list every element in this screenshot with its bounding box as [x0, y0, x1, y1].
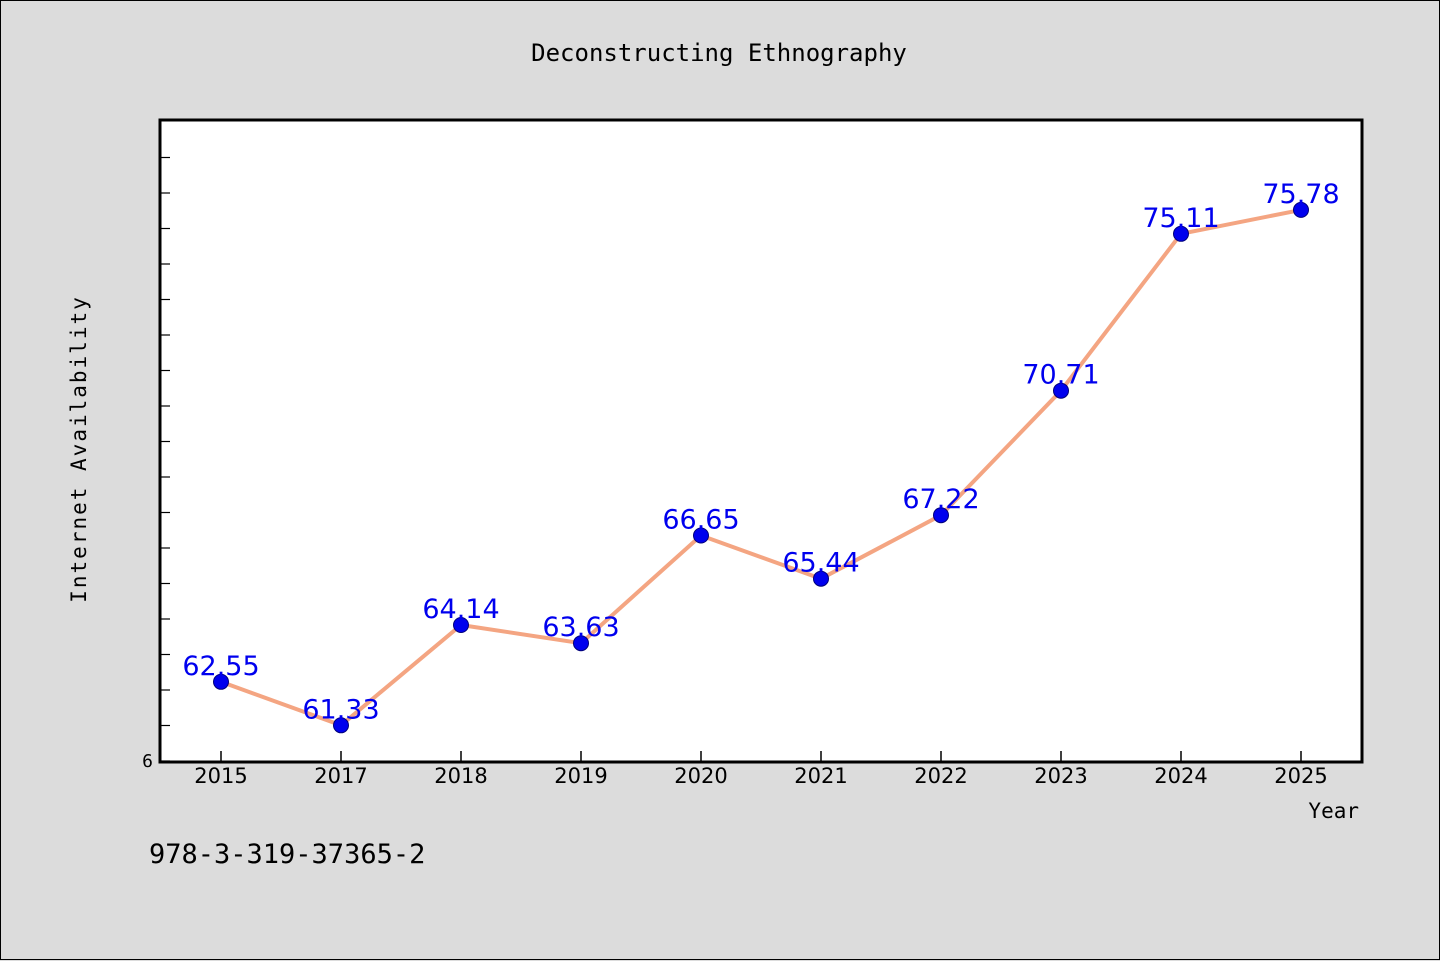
data-point: [1173, 225, 1189, 242]
x-axis-label: Year: [1308, 799, 1359, 823]
data-point: [573, 635, 589, 652]
x-tick-label: 2017: [314, 764, 367, 788]
isbn-footer: 978-3-319-37365-2: [149, 839, 425, 870]
x-tick-label: 2025: [1274, 764, 1327, 788]
data-point: [1293, 201, 1309, 218]
data-point: [1053, 382, 1069, 399]
x-tick-label: 2019: [554, 764, 607, 788]
data-label: 75.78: [1262, 179, 1339, 210]
data-label: 66.65: [662, 505, 739, 536]
x-tick-label: 2020: [674, 764, 727, 788]
data-point: [453, 617, 469, 633]
x-tick-label: 2018: [434, 764, 487, 788]
y-axis-ticks: 6: [142, 156, 170, 772]
data-labels: 62.55 61.33 64.14 63.63 66.65 65.44 67.22 70.71…: [182, 179, 1339, 725]
data-point: [693, 527, 709, 544]
data-point: [933, 507, 949, 524]
x-tick-label: 2021: [794, 764, 847, 788]
data-label: 65.44: [782, 548, 859, 579]
y-axis-label: Internet Availability: [67, 295, 91, 603]
plot-area: [158, 118, 1364, 764]
x-tick-label: 2022: [914, 764, 967, 788]
x-tick-label: 2015: [194, 764, 247, 788]
data-point: [333, 717, 349, 734]
x-tick-label: 2023: [1034, 764, 1087, 788]
data-label: 61.33: [302, 694, 379, 725]
data-label: 67.22: [902, 484, 979, 515]
data-label: 75.11: [1142, 203, 1219, 234]
data-markers: [213, 201, 1309, 734]
x-axis-ticks: 2015 2017 2018 2019 2020 2021 2022 2023 2024 2025: [194, 751, 1328, 788]
chart-title: Deconstructing Ethnography: [531, 39, 907, 67]
data-point: [213, 673, 229, 690]
data-label: 64.14: [422, 594, 499, 625]
data-label: 63.63: [542, 612, 619, 643]
data-label: 62.55: [182, 651, 259, 682]
series-line: [220, 207, 1302, 728]
data-label: 70.71: [1022, 360, 1099, 391]
x-tick-label: 2024: [1154, 764, 1207, 788]
y-tick-label: 6: [142, 751, 153, 772]
data-point: [813, 570, 829, 587]
